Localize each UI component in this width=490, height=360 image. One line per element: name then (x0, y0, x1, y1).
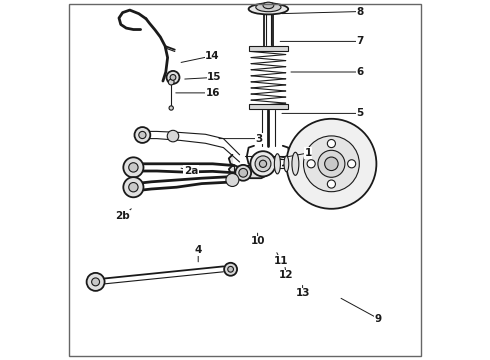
Circle shape (226, 174, 239, 186)
Text: 6: 6 (357, 67, 364, 77)
Circle shape (224, 263, 237, 276)
Circle shape (239, 168, 247, 177)
Circle shape (129, 183, 138, 192)
Circle shape (123, 177, 144, 197)
Circle shape (327, 139, 336, 148)
Circle shape (347, 160, 356, 168)
Polygon shape (229, 155, 272, 178)
Circle shape (303, 136, 359, 192)
Text: 9: 9 (375, 314, 382, 324)
Circle shape (167, 71, 179, 84)
Circle shape (92, 278, 99, 286)
Text: 1: 1 (304, 148, 312, 158)
Ellipse shape (256, 3, 281, 12)
Circle shape (255, 156, 271, 172)
Ellipse shape (248, 4, 288, 14)
Text: 4: 4 (195, 245, 202, 255)
Circle shape (259, 160, 267, 167)
Circle shape (286, 119, 376, 209)
Circle shape (169, 106, 173, 110)
Text: 11: 11 (274, 256, 288, 266)
Text: 15: 15 (207, 72, 221, 82)
Text: 13: 13 (295, 288, 310, 298)
Circle shape (139, 131, 146, 139)
Text: 7: 7 (357, 36, 364, 46)
Ellipse shape (274, 154, 280, 174)
Ellipse shape (284, 156, 289, 172)
Circle shape (307, 160, 315, 168)
Circle shape (167, 130, 179, 142)
Text: 16: 16 (205, 88, 220, 98)
Circle shape (325, 157, 338, 171)
Circle shape (87, 273, 104, 291)
Text: 14: 14 (205, 51, 220, 61)
Text: 2b: 2b (115, 211, 130, 221)
Circle shape (228, 266, 233, 272)
Text: 5: 5 (357, 108, 364, 118)
Circle shape (134, 127, 150, 143)
FancyBboxPatch shape (248, 46, 288, 51)
Circle shape (129, 163, 138, 172)
Circle shape (250, 151, 275, 176)
Circle shape (327, 180, 336, 188)
Text: 3: 3 (256, 134, 263, 144)
Text: 10: 10 (250, 236, 265, 246)
Text: 12: 12 (279, 270, 294, 280)
Circle shape (235, 165, 251, 181)
Text: 2a: 2a (184, 166, 198, 176)
Circle shape (123, 157, 144, 177)
Ellipse shape (263, 2, 274, 9)
Ellipse shape (292, 152, 299, 175)
Circle shape (318, 150, 345, 177)
Text: 8: 8 (357, 6, 364, 17)
Circle shape (170, 75, 176, 80)
Circle shape (169, 79, 174, 85)
FancyBboxPatch shape (248, 104, 288, 109)
